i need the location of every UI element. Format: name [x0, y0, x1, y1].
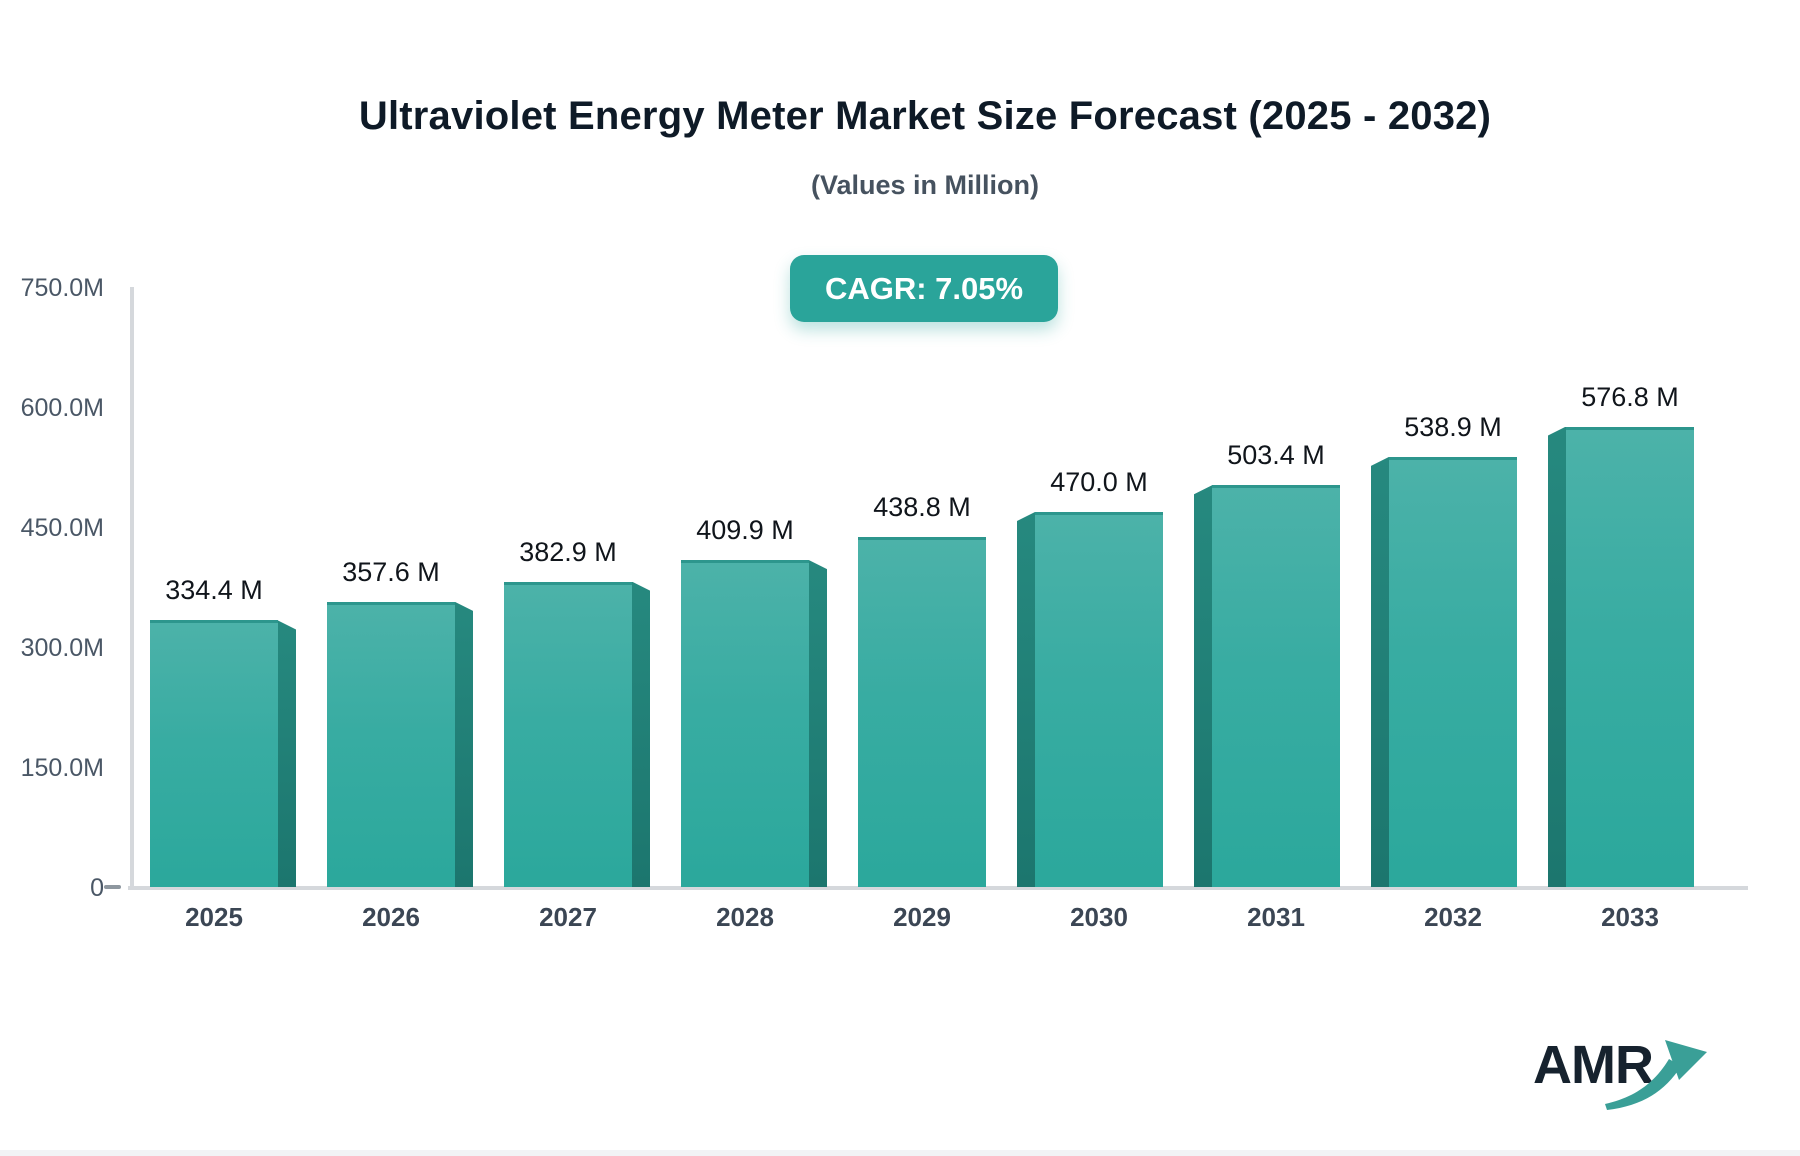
- x-tick-label: 2029: [893, 902, 951, 932]
- x-tick-label: 2030: [1070, 902, 1128, 932]
- bottom-edge: [0, 1150, 1800, 1156]
- x-tick-label: 2026: [362, 902, 420, 932]
- bar-value-label: 334.4 M: [165, 575, 263, 606]
- x-tick-label: 2033: [1601, 902, 1659, 932]
- y-tick-label: 0: [90, 874, 104, 902]
- bar-side-3d: [1371, 456, 1389, 887]
- bar-2029: [858, 536, 986, 887]
- amr-logo: AMR: [1525, 1028, 1725, 1123]
- x-axis: [128, 886, 1748, 890]
- bar-2027: [504, 581, 632, 887]
- chart-title: Ultraviolet Energy Meter Market Size For…: [358, 94, 1492, 138]
- bar-2031: [1212, 485, 1340, 887]
- bar-2028: [681, 560, 809, 887]
- bar-side-3d: [1017, 512, 1035, 887]
- bar-2033: [1566, 426, 1694, 887]
- zero-tick-dash: [104, 885, 121, 889]
- x-tick-label: 2032: [1424, 902, 1482, 932]
- y-axis: [130, 287, 134, 888]
- bar-side-3d: [1548, 426, 1566, 887]
- cagr-badge-label: CAGR: 7.05%: [824, 270, 1024, 306]
- bar-2025: [150, 620, 278, 887]
- bar-2032: [1389, 456, 1517, 887]
- amr-logo-text: AMR: [1533, 1035, 1654, 1095]
- bar-value-label: 438.8 M: [873, 491, 971, 522]
- bar-2026: [327, 601, 455, 887]
- y-tick-label: 300.0M: [20, 634, 104, 662]
- x-tick-label: 2031: [1247, 902, 1305, 932]
- cagr-badge: CAGR: 7.05%: [790, 255, 1058, 322]
- x-tick-label: 2028: [716, 902, 774, 932]
- bar-value-label: 503.4 M: [1227, 440, 1325, 471]
- bar-value-label: 470.0 M: [1050, 467, 1148, 497]
- y-tick-label: 150.0M: [20, 754, 104, 782]
- bar-value-label: 382.9 M: [519, 536, 617, 567]
- y-tick-label: 750.0M: [20, 274, 104, 302]
- bar-value-label: 576.8 M: [1581, 381, 1679, 412]
- chart-subtitle: (Values in Million): [810, 170, 1040, 200]
- bar-value-label: 357.6 M: [342, 556, 440, 587]
- x-tick-label: 2025: [185, 902, 243, 932]
- bar-side-3d: [632, 581, 650, 887]
- y-tick-label: 450.0M: [20, 514, 104, 542]
- bar-value-label: 538.9 M: [1404, 411, 1502, 442]
- bar-value-label: 409.9 M: [696, 515, 794, 546]
- bar-2030: [1035, 512, 1163, 887]
- bar-side-3d: [809, 560, 827, 887]
- x-tick-label: 2027: [539, 902, 597, 932]
- bar-side-3d: [455, 601, 473, 887]
- trend-up-arrow-icon: [1605, 1040, 1707, 1110]
- y-tick-label: 600.0M: [20, 394, 104, 422]
- bar-side-3d: [278, 620, 296, 887]
- bar-side-3d: [1194, 485, 1212, 887]
